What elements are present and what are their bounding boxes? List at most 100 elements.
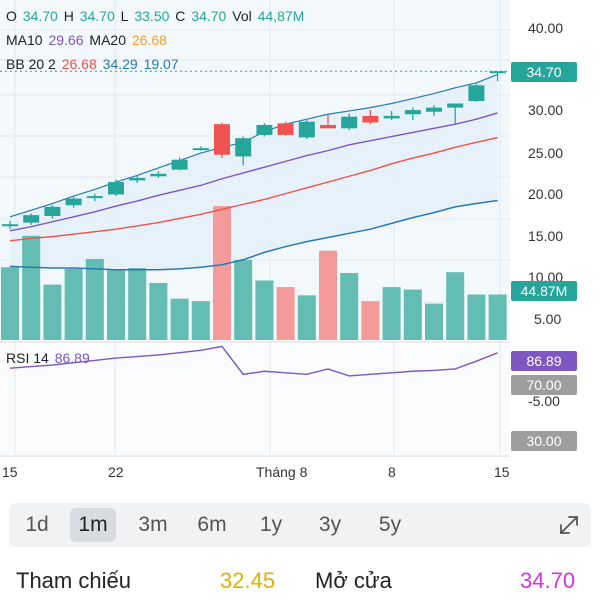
- low-label: L: [120, 8, 129, 24]
- x-tick-label: Tháng 8: [256, 464, 308, 480]
- candle-body: [256, 124, 273, 135]
- y-tick-label: 15.00: [528, 228, 564, 244]
- candle-body: [44, 206, 61, 216]
- volume-bar: [255, 280, 274, 340]
- volume-bar: [22, 235, 41, 340]
- volume-bar: [340, 273, 359, 340]
- volume-bar: [425, 303, 443, 340]
- volume-bar: [149, 282, 168, 340]
- ma20-value: 26.68: [131, 32, 167, 48]
- volume-badge: 44.87M: [511, 281, 577, 301]
- candle-body: [235, 138, 252, 157]
- candle-body: [129, 177, 146, 181]
- high-label: H: [63, 8, 74, 24]
- volume-bar: [170, 298, 189, 340]
- candle-body: [150, 173, 167, 177]
- candle-body: [86, 196, 103, 199]
- open-price-label: Mở cửa: [315, 568, 392, 593]
- bb-label: BB 20 2: [6, 56, 56, 72]
- candle-body: [192, 148, 209, 151]
- volume-bar: [361, 301, 380, 340]
- volume-bar: [488, 294, 507, 340]
- volume-bar: [446, 272, 465, 340]
- x-tick-label: 22: [108, 464, 124, 480]
- ma10-value: 29.66: [48, 32, 84, 48]
- volume-value: 44,87M: [257, 8, 305, 24]
- expand-icon[interactable]: [555, 511, 583, 539]
- x-tick-label: 15: [2, 464, 18, 480]
- candle-body: [108, 182, 124, 195]
- y-tick-label: 40.00: [528, 20, 564, 36]
- volume-bar: [128, 268, 147, 340]
- timeframe-1d[interactable]: 1d: [25, 513, 49, 536]
- candle-body: [171, 159, 188, 170]
- volume-bar: [107, 269, 125, 340]
- timeframe-3y[interactable]: 3y: [318, 513, 342, 536]
- volume-bar: [1, 267, 19, 340]
- volume-bar: [213, 206, 231, 340]
- bb-mid-value: 34.29: [102, 56, 138, 72]
- timeframe-1y[interactable]: 1y: [259, 513, 283, 536]
- bollinger-band-fill: [10, 74, 498, 270]
- ma20-line: [9, 136, 498, 242]
- low-value: 33.50: [134, 8, 170, 24]
- candle-body: [214, 124, 230, 155]
- y-tick-label: 30.00: [528, 102, 564, 118]
- candle-body: [298, 121, 315, 138]
- bb-legend: BB 20 2 26.68 34.29 19.07: [6, 56, 181, 72]
- candle-body: [341, 116, 358, 129]
- rsi-value: 86.89: [54, 350, 90, 366]
- x-tick-label: 15: [494, 464, 510, 480]
- rsi-label: RSI 14: [6, 350, 49, 366]
- timeframe-6m[interactable]: 6m: [197, 513, 227, 536]
- candle-body: [23, 215, 40, 223]
- timeframe-1m[interactable]: 1m: [70, 508, 116, 542]
- last-price-badge: 34.70: [511, 62, 577, 82]
- volume-bar: [297, 295, 316, 340]
- ma10-line: [9, 112, 498, 232]
- price-chart[interactable]: [0, 0, 600, 500]
- y-tick-label: 5.00: [534, 311, 562, 327]
- rsi-line: [9, 345, 498, 377]
- candle-body: [426, 107, 442, 112]
- open-value: 34.70: [22, 8, 58, 24]
- bb-mid-line: [9, 199, 498, 271]
- y-tick-label: -5.00: [528, 393, 560, 409]
- volume-bar: [382, 287, 401, 340]
- bb-upper-line: [9, 74, 498, 218]
- close-label: C: [175, 8, 186, 24]
- volume-bar: [64, 268, 83, 340]
- volume-bar: [191, 301, 210, 340]
- open-price-value: 34.70: [520, 568, 576, 593]
- rsi-70-badge: 70.00: [511, 375, 577, 395]
- candle-body: [447, 103, 464, 108]
- volume-bar: [85, 258, 104, 340]
- volume-bar: [467, 294, 486, 340]
- y-tick-label: 20.00: [528, 186, 564, 202]
- volume-bar: [319, 250, 337, 340]
- candle-body: [277, 123, 294, 135]
- timeframe-5y[interactable]: 5y: [378, 513, 402, 536]
- reference-price-value: 32.45: [220, 568, 276, 593]
- candle-body: [2, 224, 18, 227]
- bb-upper-value: 19.07: [143, 56, 179, 72]
- timeframe-3m[interactable]: 3m: [138, 513, 168, 536]
- ma20-label: MA20: [89, 32, 126, 48]
- volume-bar: [234, 259, 253, 340]
- volume-bar: [276, 287, 295, 340]
- x-tick-label: 8: [388, 464, 396, 480]
- rsi-badge: 86.89: [511, 351, 577, 371]
- candle-body: [489, 71, 506, 74]
- close-value: 34.70: [191, 8, 227, 24]
- volume-bar: [43, 284, 62, 340]
- volume-bar: [403, 289, 422, 340]
- bb-lower-value: 26.68: [61, 56, 97, 72]
- rsi-legend: RSI 14 86.89: [6, 350, 92, 366]
- high-value: 34.70: [79, 8, 115, 24]
- candle-body: [468, 85, 485, 102]
- candle-body: [320, 124, 336, 129]
- ohlc-legend: O 34.70 H 34.70 L 33.50 C 34.70 Vol 44,8…: [6, 8, 306, 24]
- ma-legend: MA10 29.66 MA20 26.68: [6, 32, 169, 48]
- candle-body: [362, 115, 379, 123]
- candle-body: [65, 198, 82, 206]
